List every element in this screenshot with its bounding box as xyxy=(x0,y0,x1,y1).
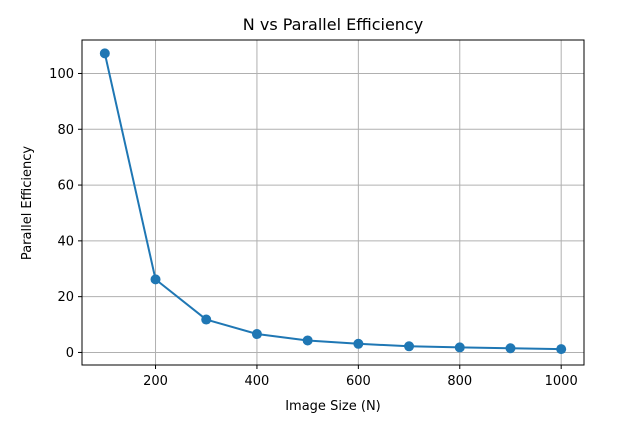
data-point xyxy=(302,335,313,346)
data-point xyxy=(556,344,567,355)
data-point xyxy=(454,342,465,353)
x-axis-label: Image Size (N) xyxy=(285,399,381,414)
y-tick-label: 40 xyxy=(57,234,74,249)
y-tick-label: 0 xyxy=(66,346,74,361)
x-tick-label: 400 xyxy=(245,374,270,389)
data-point xyxy=(201,314,212,325)
data-point xyxy=(251,329,262,340)
data-point xyxy=(99,48,110,59)
x-tick-label: 1000 xyxy=(545,374,578,389)
x-tick-label: 600 xyxy=(346,374,371,389)
series-layer xyxy=(99,48,567,355)
y-axis-label: Parallel Efficiency xyxy=(20,146,35,260)
chart-title: N vs Parallel Efficiency xyxy=(243,15,423,34)
y-tick-label: 100 xyxy=(49,67,74,82)
x-tick-label: 800 xyxy=(447,374,472,389)
y-tick-label: 80 xyxy=(57,123,74,138)
grid xyxy=(82,40,584,365)
y-tick-label: 60 xyxy=(57,179,74,194)
series-line xyxy=(103,53,562,351)
x-tick-label: 200 xyxy=(143,374,168,389)
data-point xyxy=(404,341,415,352)
ticks: 200 400 600 800 1000 0 20 40 60 80 100 xyxy=(49,67,578,389)
data-point xyxy=(505,343,516,354)
data-point xyxy=(150,274,161,285)
plot-frame xyxy=(81,39,585,366)
data-point xyxy=(353,338,364,349)
y-tick-label: 20 xyxy=(57,290,74,305)
